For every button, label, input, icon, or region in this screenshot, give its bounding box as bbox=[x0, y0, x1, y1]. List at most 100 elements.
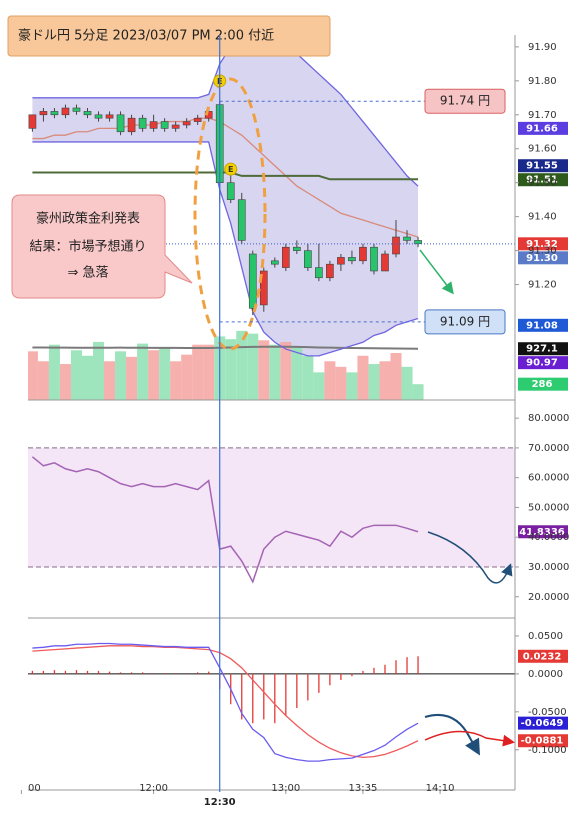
y-tick-label: 91.70 bbox=[528, 110, 557, 121]
volume-bar bbox=[401, 366, 413, 400]
y-tick-label: -0.0500 bbox=[528, 707, 567, 718]
candle-body bbox=[171, 124, 180, 129]
volume-bar bbox=[225, 339, 237, 400]
volume-bar bbox=[192, 344, 204, 400]
volume-bar bbox=[159, 347, 171, 400]
candle-body bbox=[248, 253, 257, 309]
y-tick-label: -0.1000 bbox=[528, 745, 567, 756]
volume-bar bbox=[115, 351, 127, 400]
volume-bar bbox=[48, 344, 60, 400]
candle-body bbox=[94, 114, 103, 119]
volume-bar bbox=[346, 372, 358, 400]
volume-bar bbox=[258, 340, 270, 400]
band-middle bbox=[32, 117, 419, 238]
price-tag bbox=[518, 525, 568, 539]
candle-body bbox=[281, 246, 290, 268]
rsi-line bbox=[31, 456, 419, 584]
y-tick-label: 91.30 bbox=[528, 246, 557, 257]
volume-bar bbox=[357, 355, 369, 400]
y-tick-label: 40.0000 bbox=[528, 532, 569, 543]
overlay: 91.74 円91.09 円EE12:3091.6691.5591.5191.3… bbox=[204, 35, 568, 808]
y-tick-label: 50.0000 bbox=[528, 502, 569, 513]
volume-bar bbox=[93, 341, 105, 400]
y-tick-label: 30.0000 bbox=[528, 562, 569, 573]
volume-bar bbox=[37, 361, 49, 400]
y-tick-label: 91.80 bbox=[528, 76, 557, 87]
volume-bar bbox=[247, 333, 259, 400]
candle-body bbox=[116, 114, 125, 133]
candle-body bbox=[237, 199, 246, 241]
candle-body bbox=[326, 263, 334, 279]
y-tick-label: 80.0000 bbox=[528, 413, 569, 424]
price-tag bbox=[518, 173, 568, 187]
price-tag-label: 91.55 bbox=[526, 161, 558, 172]
y-tick-label: 91.60 bbox=[528, 144, 557, 155]
candle-body bbox=[127, 117, 136, 133]
axes bbox=[28, 35, 516, 791]
price-tag-label: 91.51 bbox=[526, 175, 558, 186]
callout-text: 結果：市場予想通り bbox=[29, 239, 146, 255]
candle-body bbox=[337, 257, 345, 265]
price-tag-label: 286 bbox=[532, 379, 553, 390]
volume-bar bbox=[104, 361, 116, 400]
candle-body bbox=[315, 267, 323, 279]
chart-title: 豪ドル円 5分足 2023/03/07 PM 2:00 付近 bbox=[18, 28, 274, 44]
price-tag bbox=[518, 716, 568, 730]
price-tag bbox=[518, 159, 568, 173]
candle-body bbox=[149, 121, 158, 129]
candle-body bbox=[28, 114, 37, 129]
level-fill bbox=[28, 447, 515, 567]
signal-line bbox=[32, 645, 419, 759]
candle-body bbox=[83, 111, 92, 116]
callout-text: 豪州政策金利発表 bbox=[36, 211, 140, 227]
volume-bar bbox=[302, 355, 314, 400]
price-tag-label: -0.0649 bbox=[521, 718, 564, 729]
price-tag bbox=[518, 649, 568, 663]
candle-body bbox=[182, 121, 191, 126]
note-box bbox=[424, 88, 506, 114]
volume-bar bbox=[291, 347, 303, 400]
price-tag bbox=[518, 342, 568, 356]
candle-body bbox=[138, 117, 147, 129]
candle-body bbox=[226, 182, 235, 200]
volume-bar bbox=[70, 350, 82, 400]
candle-body bbox=[293, 246, 301, 251]
volume-bar bbox=[269, 344, 281, 400]
candle-body bbox=[193, 117, 202, 122]
price-panel bbox=[28, 36, 515, 400]
price-tag bbox=[518, 377, 568, 391]
candle-body bbox=[414, 240, 422, 245]
price-tag-label: 91.32 bbox=[526, 239, 558, 250]
price-tag-label: -0.0881 bbox=[521, 736, 564, 747]
x-tick-label: 13:00 bbox=[271, 783, 300, 794]
price-tag-label: 41.8336 bbox=[519, 527, 565, 538]
volume-bar bbox=[390, 352, 402, 400]
volume-bar bbox=[137, 343, 149, 400]
x-tick-label: 13:35 bbox=[349, 783, 378, 794]
volume-bar bbox=[28, 351, 38, 400]
projection-arrow bbox=[427, 531, 513, 584]
event-time-label: 12:30 bbox=[204, 797, 236, 808]
volume-bar bbox=[313, 372, 325, 400]
note-label: 91.09 円 bbox=[440, 314, 490, 328]
candle-body bbox=[304, 250, 312, 268]
y-tick-label: 60.0000 bbox=[528, 473, 569, 484]
projection-arrow bbox=[424, 713, 480, 756]
event-label: E bbox=[228, 165, 233, 174]
volume-bar bbox=[280, 341, 292, 400]
x-tick-label: 12:00 bbox=[139, 783, 168, 794]
volume-bar bbox=[59, 364, 71, 400]
price-tag bbox=[518, 318, 568, 332]
highlight-ellipse bbox=[193, 77, 267, 351]
volume-bar bbox=[181, 354, 193, 400]
price-tag-label: 0.0232 bbox=[523, 651, 562, 662]
price-tag-label: 91.30 bbox=[526, 253, 558, 264]
macd-line bbox=[32, 642, 419, 762]
volume-bar bbox=[148, 350, 160, 400]
price-tag bbox=[518, 251, 568, 265]
y-tick-label: 70.0000 bbox=[528, 443, 569, 454]
volume-bar bbox=[203, 344, 215, 400]
y-tick-label: 91.40 bbox=[528, 212, 557, 223]
candle-body bbox=[259, 270, 268, 306]
